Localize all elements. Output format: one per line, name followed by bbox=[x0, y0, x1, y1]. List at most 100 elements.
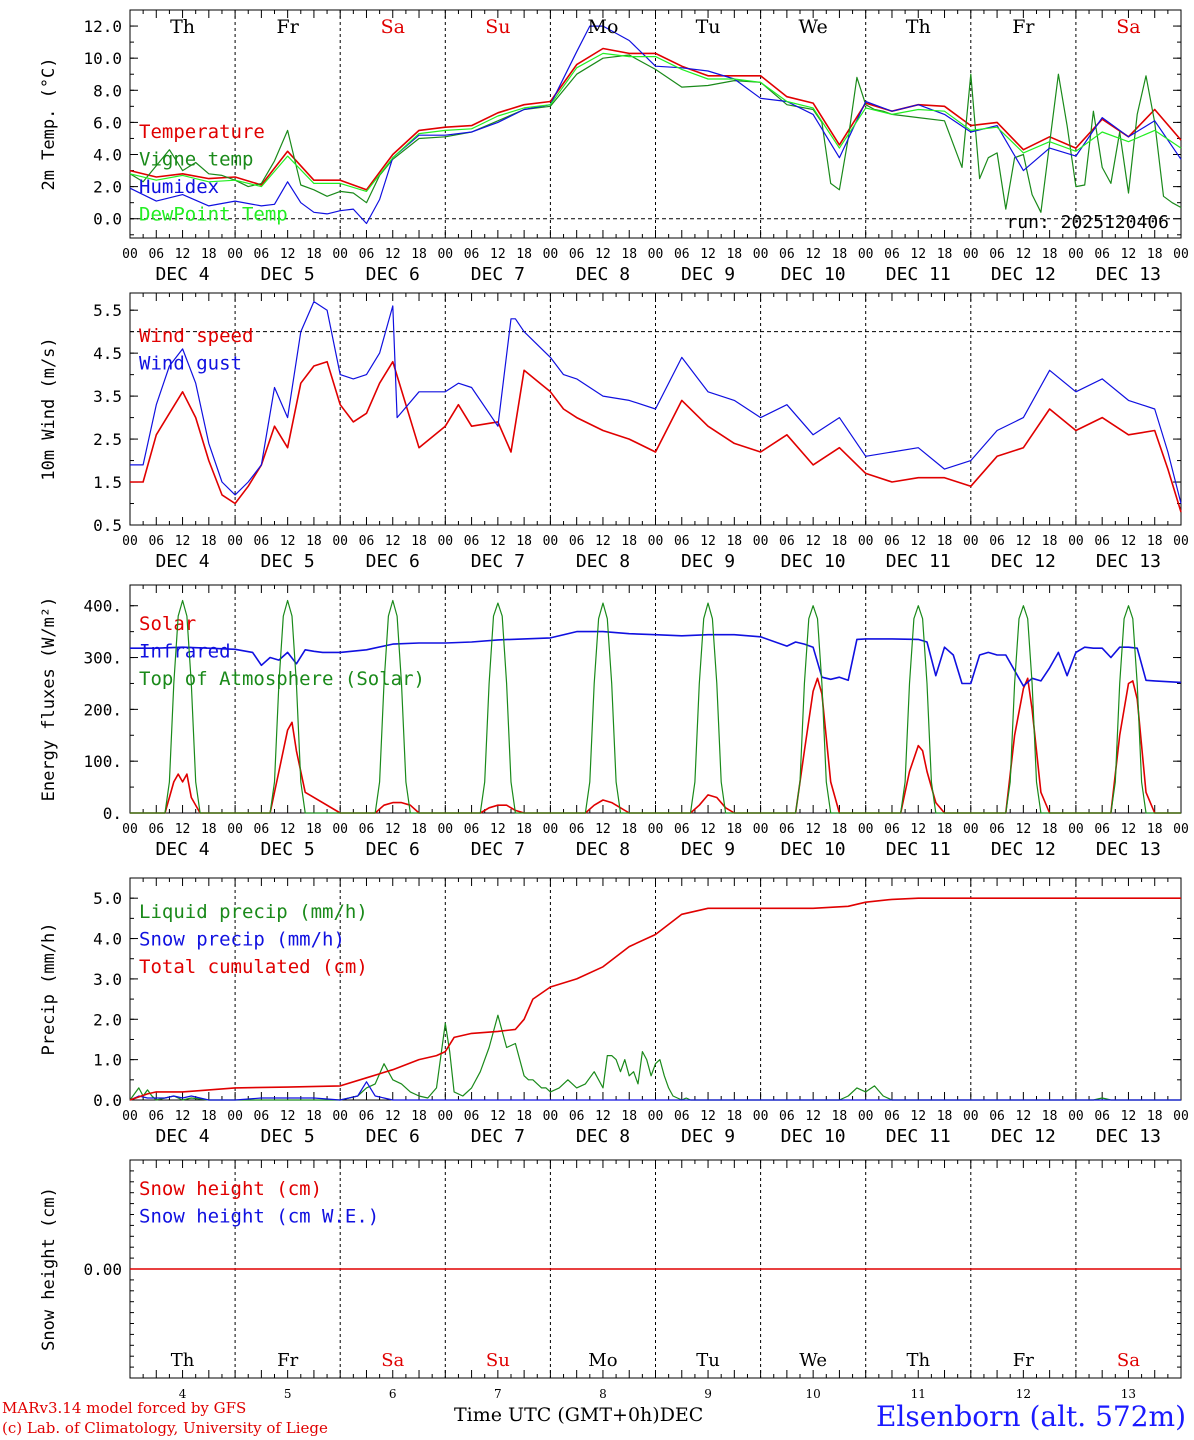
y-tick-label: 2.5 bbox=[93, 430, 122, 449]
hour-tick-label: 06 bbox=[674, 822, 690, 837]
run-annotation: run: 2025120406 bbox=[1006, 212, 1169, 233]
legend-entry: Snow height (cm W.E.) bbox=[139, 1206, 379, 1228]
hour-tick-label: 12 bbox=[1016, 1109, 1032, 1124]
hour-tick-label: 06 bbox=[569, 534, 585, 549]
date-label: DEC 10 bbox=[781, 551, 846, 572]
hour-tick-label: 12 bbox=[385, 822, 401, 837]
hour-tick-label: 12 bbox=[1121, 534, 1137, 549]
hour-tick-label: 06 bbox=[569, 247, 585, 262]
x-axis-month: DEC bbox=[659, 1404, 704, 1426]
hour-tick-label: 00 bbox=[1068, 534, 1084, 549]
hour-tick-label: 00 bbox=[858, 247, 874, 262]
panel-4: 00 06 12 18 00 06 12 18 00 06 12 18 00 06 12 18 00 06 12 18… bbox=[39, 877, 1189, 1147]
hour-tick-label: 06 bbox=[359, 822, 375, 837]
hour-tick-label: 18 bbox=[1147, 247, 1163, 262]
hour-tick-label: 00 bbox=[858, 822, 874, 837]
date-label: DEC 7 bbox=[471, 264, 525, 285]
date-label: DEC 9 bbox=[681, 839, 735, 860]
date-label: DEC 12 bbox=[991, 264, 1056, 285]
hour-tick-label: 12 bbox=[595, 822, 611, 837]
date-label: DEC 8 bbox=[576, 1126, 630, 1147]
y-tick-label: 6.0 bbox=[93, 113, 122, 132]
hour-tick-label: 00 bbox=[1068, 1109, 1084, 1124]
hour-tick-label: 18 bbox=[1042, 822, 1058, 837]
hour-tick-label: 12 bbox=[805, 822, 821, 837]
date-label: DEC 4 bbox=[155, 1126, 209, 1147]
hour-tick-label: 00 bbox=[648, 534, 664, 549]
hour-tick-label: 18 bbox=[411, 247, 427, 262]
hour-tick-label: 00 bbox=[437, 822, 453, 837]
hour-tick-label: 18 bbox=[516, 534, 532, 549]
hour-tick-label: 18 bbox=[201, 1109, 217, 1124]
date-label: DEC 7 bbox=[471, 839, 525, 860]
date-label: DEC 9 bbox=[681, 1126, 735, 1147]
series-line-wind-gust bbox=[130, 301, 1182, 504]
date-label: DEC 6 bbox=[366, 264, 420, 285]
hour-tick-label: 18 bbox=[1042, 247, 1058, 262]
hour-tick-label: 12 bbox=[490, 247, 506, 262]
hour-tick-label: 12 bbox=[700, 247, 716, 262]
legend-entry: Humidex bbox=[139, 176, 219, 198]
hour-tick-label: 18 bbox=[832, 534, 848, 549]
hour-tick-label: 18 bbox=[832, 1109, 848, 1124]
hour-tick-label: 12 bbox=[1121, 247, 1137, 262]
date-label: DEC 6 bbox=[366, 551, 420, 572]
hour-tick-label: 18 bbox=[726, 822, 742, 837]
weekday-label: Fr bbox=[1013, 1350, 1034, 1371]
date-label: DEC 13 bbox=[1096, 839, 1161, 860]
hour-tick-label: 00 bbox=[963, 1109, 979, 1124]
date-label: DEC 9 bbox=[681, 551, 735, 572]
hour-tick-label: 00 bbox=[648, 822, 664, 837]
hour-tick-label: 12 bbox=[910, 822, 926, 837]
weekday-label: Fr bbox=[277, 16, 300, 38]
series-line-infrared bbox=[130, 630, 1182, 687]
hour-tick-label: 18 bbox=[201, 247, 217, 262]
hour-tick-label: 12 bbox=[385, 534, 401, 549]
hour-tick-label: 12 bbox=[595, 534, 611, 549]
hour-tick-label: 00 bbox=[1173, 247, 1189, 262]
hour-tick-label: 00 bbox=[963, 247, 979, 262]
y-tick-label: 300. bbox=[83, 649, 122, 668]
hour-tick-label: 06 bbox=[884, 534, 900, 549]
weekday-label: Fr bbox=[1012, 16, 1035, 38]
date-label: DEC 13 bbox=[1096, 264, 1161, 285]
y-tick-label: 5.5 bbox=[93, 301, 122, 320]
hour-tick-label: 12 bbox=[490, 534, 506, 549]
hour-tick-label: 12 bbox=[490, 1109, 506, 1124]
hour-tick-label: 00 bbox=[227, 534, 243, 549]
hour-tick-label: 18 bbox=[832, 822, 848, 837]
hour-tick-label: 00 bbox=[753, 822, 769, 837]
y-tick-label: 3.0 bbox=[93, 970, 122, 989]
y-tick-label: 8.0 bbox=[93, 81, 122, 100]
model-credit: MARv3.14 model forced by GFS bbox=[2, 1399, 247, 1417]
hour-tick-label: 18 bbox=[201, 534, 217, 549]
date-label: DEC 8 bbox=[576, 839, 630, 860]
series-line-wind-speed bbox=[130, 360, 1182, 513]
hour-tick-label: 12 bbox=[1016, 822, 1032, 837]
date-label: DEC 12 bbox=[991, 1126, 1056, 1147]
hour-tick-label: 18 bbox=[516, 247, 532, 262]
hour-tick-label: 00 bbox=[437, 247, 453, 262]
weekday-label: Tu bbox=[696, 1350, 720, 1371]
hour-tick-label: 18 bbox=[1042, 534, 1058, 549]
y-tick-label: 12.0 bbox=[83, 17, 122, 36]
date-label: DEC 4 bbox=[155, 264, 209, 285]
y-axis-label: 2m Temp. (°C) bbox=[39, 57, 59, 190]
hour-tick-label: 18 bbox=[1147, 822, 1163, 837]
legend-entry: Snow precip (mm/h) bbox=[139, 929, 345, 951]
day-number-label: 12 bbox=[1016, 1387, 1031, 1401]
hour-tick-label: 12 bbox=[595, 1109, 611, 1124]
hour-tick-label: 06 bbox=[779, 534, 795, 549]
hour-tick-label: 06 bbox=[674, 534, 690, 549]
hour-tick-label: 12 bbox=[175, 1109, 191, 1124]
hour-tick-label: 06 bbox=[359, 1109, 375, 1124]
hour-tick-label: 06 bbox=[148, 1109, 164, 1124]
hour-tick-label: 00 bbox=[543, 1109, 559, 1124]
weekday-label: Sa bbox=[381, 1350, 404, 1371]
day-number-label: 11 bbox=[911, 1387, 926, 1401]
day-number-label: 7 bbox=[494, 1387, 502, 1401]
hour-tick-label: 18 bbox=[306, 1109, 322, 1124]
hour-tick-label: 00 bbox=[858, 1109, 874, 1124]
date-label: DEC 10 bbox=[781, 264, 846, 285]
series-line-top-of-atmosphere-solar- bbox=[130, 599, 1181, 814]
